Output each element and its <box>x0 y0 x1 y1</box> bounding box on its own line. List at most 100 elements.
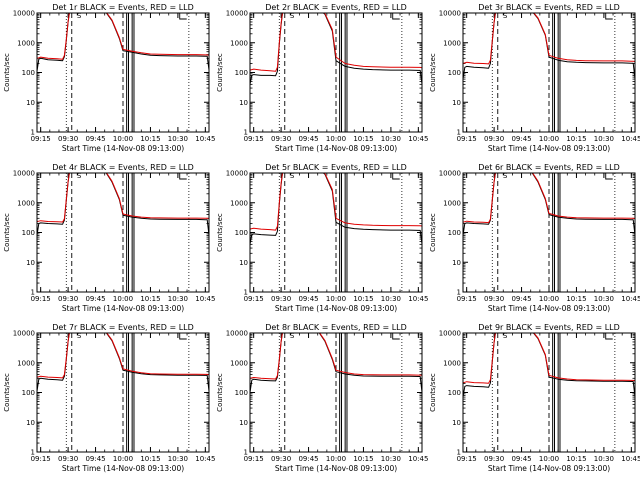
y-tick-label: 1 <box>244 449 248 457</box>
x-tick-label: 09:30 <box>484 135 504 143</box>
attenuator-annotation: S <box>503 12 508 20</box>
x-tick-label: 10:00 <box>326 455 346 463</box>
x-tick-label: 10:00 <box>113 295 133 303</box>
state-bracket <box>392 173 400 180</box>
y-tick-label: 100 <box>22 229 35 237</box>
lld-series-line <box>463 13 635 65</box>
y-tick-label: 1000 <box>230 39 248 47</box>
panel-title: Det 8r BLACK = Events, RED = LLD <box>265 323 407 332</box>
y-tick-label: 1 <box>244 129 248 137</box>
panel-title: Det 7r BLACK = Events, RED = LLD <box>52 323 194 332</box>
x-axis-label: Start Time (14-Nov-08 09:13:00) <box>488 304 610 313</box>
y-tick-label: 10000 <box>439 10 461 18</box>
x-tick-label: 09:30 <box>484 455 504 463</box>
attenuator-annotation: S <box>290 12 295 20</box>
panel-det-5r: Det 5r BLACK = Events, RED = LLD Counts/s… <box>216 163 428 313</box>
x-tick-label: 10:00 <box>539 295 559 303</box>
plot-frame <box>36 12 210 133</box>
y-tick-label: 10 <box>26 99 35 107</box>
y-axis-label: Counts/sec <box>216 53 224 92</box>
x-axis-label: Start Time (14-Nov-08 09:13:00) <box>488 464 610 473</box>
x-tick-label: 10:45 <box>195 455 215 463</box>
y-tick-label: 10 <box>26 259 35 267</box>
x-tick-label: 09:15 <box>31 135 51 143</box>
y-tick-label: 1000 <box>443 39 461 47</box>
panel-det-8r: Det 8r BLACK = Events, RED = LLD Counts/s… <box>216 323 428 473</box>
traces <box>37 173 209 236</box>
lld-series-line <box>250 173 422 231</box>
x-tick-label: 09:45 <box>85 135 105 143</box>
y-tick-label: 10000 <box>13 10 35 18</box>
state-bracket <box>605 13 613 20</box>
state-bracket <box>392 333 400 340</box>
x-tick-label: 09:45 <box>298 295 318 303</box>
y-tick-label: 100 <box>448 389 461 397</box>
y-tick-label: 10 <box>239 419 248 427</box>
x-tick-label: 10:45 <box>195 295 215 303</box>
y-tick-label: 1000 <box>230 199 248 207</box>
panel-det-1r: Det 1r BLACK = Events, RED = LLD Counts/s… <box>3 3 215 153</box>
x-tick-label: 09:45 <box>511 455 531 463</box>
x-tick-label: 09:45 <box>298 455 318 463</box>
x-tick-label: 09:15 <box>457 455 477 463</box>
state-bracket <box>179 333 187 340</box>
x-tick-label: 09:15 <box>457 135 477 143</box>
y-tick-label: 100 <box>235 69 248 77</box>
lld-series-line <box>250 13 422 72</box>
attenuator-annotation: S <box>290 172 295 180</box>
x-tick-label: 10:30 <box>381 295 401 303</box>
y-tick-label: 1 <box>244 289 248 297</box>
plot-frame <box>249 332 423 453</box>
x-tick-label: 10:15 <box>140 295 160 303</box>
y-tick-label: 10000 <box>226 330 248 338</box>
traces <box>250 333 422 393</box>
panel-det-2r: Det 2r BLACK = Events, RED = LLD Counts/s… <box>216 3 428 153</box>
x-tick-label: 10:45 <box>408 135 428 143</box>
events-series-line <box>463 333 635 398</box>
x-tick-label: 10:00 <box>539 135 559 143</box>
traces <box>37 13 209 72</box>
events-series-line <box>37 13 209 72</box>
y-tick-label: 100 <box>448 69 461 77</box>
panel-title: Det 4r BLACK = Events, RED = LLD <box>52 163 194 172</box>
y-axis-label: Counts/sec <box>3 213 11 252</box>
x-tick-label: 10:45 <box>621 455 640 463</box>
x-tick-label: 10:00 <box>113 455 133 463</box>
y-axis-label: Counts/sec <box>429 53 437 92</box>
plot-frame <box>462 332 636 453</box>
panel-title: Det 2r BLACK = Events, RED = LLD <box>265 3 407 12</box>
x-tick-label: 09:30 <box>484 295 504 303</box>
y-tick-label: 10 <box>452 99 461 107</box>
y-axis-label: Counts/sec <box>429 213 437 252</box>
events-series-line <box>37 173 209 236</box>
x-tick-label: 09:45 <box>511 135 531 143</box>
x-tick-label: 09:15 <box>31 455 51 463</box>
x-tick-label: 10:15 <box>566 455 586 463</box>
x-axis-label: Start Time (14-Nov-08 09:13:00) <box>275 144 397 153</box>
y-tick-label: 1 <box>457 289 461 297</box>
y-tick-label: 10 <box>239 99 248 107</box>
plot-frame <box>249 12 423 133</box>
x-tick-label: 10:15 <box>566 295 586 303</box>
x-tick-label: 10:00 <box>326 135 346 143</box>
x-tick-label: 09:30 <box>58 135 78 143</box>
y-tick-label: 10000 <box>226 170 248 178</box>
state-bracket <box>392 13 400 20</box>
x-axis-label: Start Time (14-Nov-08 09:13:00) <box>62 304 184 313</box>
x-tick-label: 10:45 <box>408 455 428 463</box>
traces <box>250 173 422 245</box>
lld-series-line <box>37 13 209 60</box>
state-bracket <box>179 173 187 180</box>
panel-det-7r: Det 7r BLACK = Events, RED = LLD Counts/s… <box>3 323 215 473</box>
state-bracket <box>179 13 187 20</box>
x-tick-label: 09:30 <box>58 295 78 303</box>
lld-series-line <box>37 333 209 379</box>
y-tick-label: 1 <box>457 449 461 457</box>
events-series-line <box>250 173 422 245</box>
events-series-line <box>463 173 635 236</box>
y-tick-label: 100 <box>22 69 35 77</box>
y-tick-label: 10000 <box>439 330 461 338</box>
y-tick-label: 10000 <box>439 170 461 178</box>
x-tick-label: 10:30 <box>168 455 188 463</box>
y-tick-label: 10000 <box>226 10 248 18</box>
